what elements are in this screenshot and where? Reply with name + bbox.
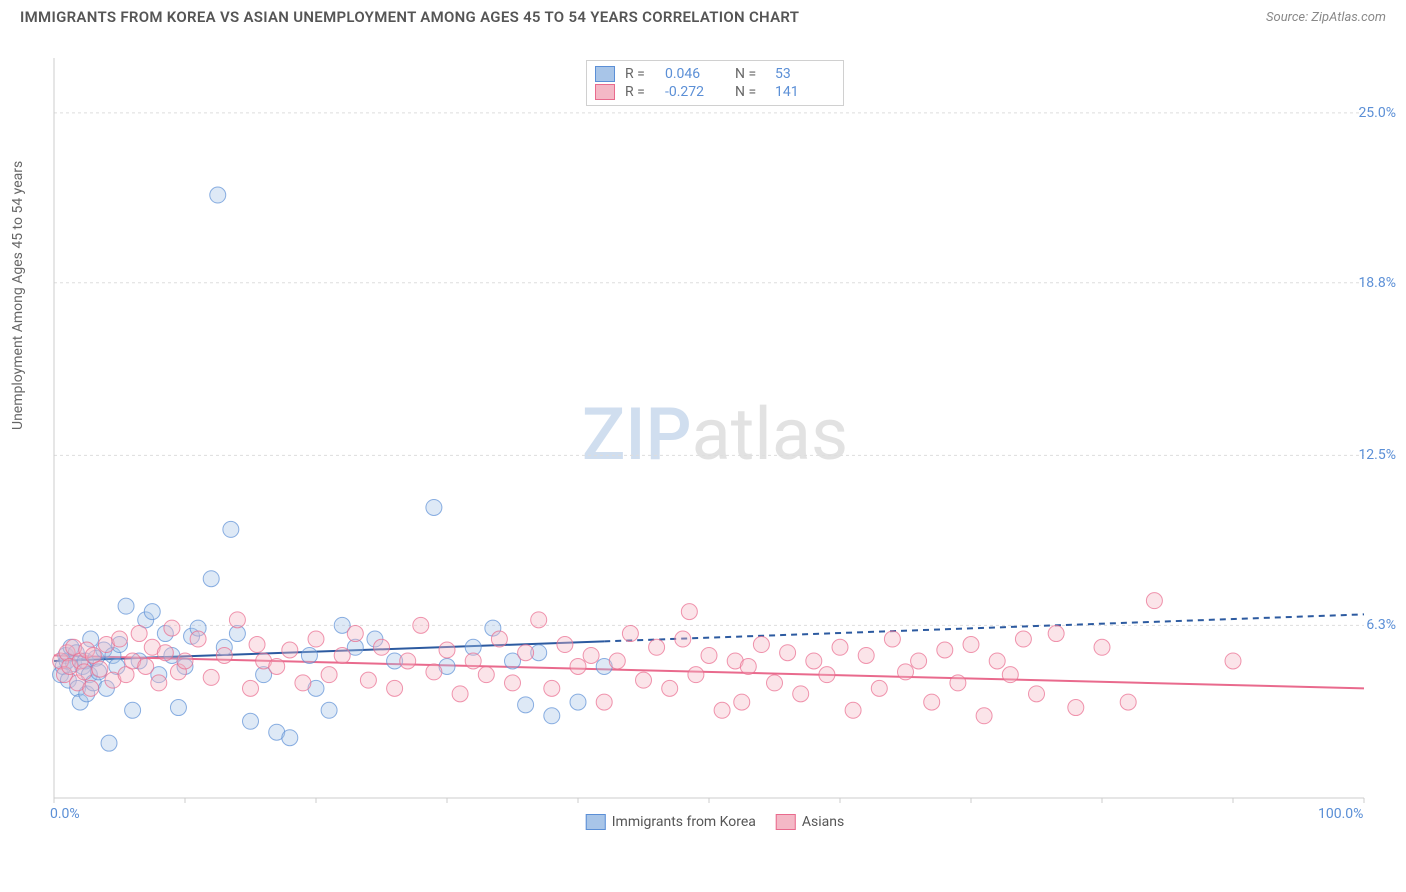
series-legend: Immigrants from Korea Asians: [586, 814, 845, 830]
n-label: N =: [735, 84, 765, 100]
legend-label: Asians: [802, 814, 844, 830]
n-value: 53: [775, 66, 835, 82]
chart-title: IMMIGRANTS FROM KOREA VS ASIAN UNEMPLOYM…: [20, 8, 799, 26]
source-attribution: Source: ZipAtlas.com: [1266, 10, 1386, 25]
legend-row-series-1: R = -0.272 N = 141: [595, 83, 835, 101]
n-value: 141: [775, 84, 835, 100]
chart-area: ZIPatlas R = 0.046 N = 53 R = -0.272 N =…: [50, 58, 1380, 828]
r-value: 0.046: [665, 66, 725, 82]
correlation-legend: R = 0.046 N = 53 R = -0.272 N = 141: [586, 60, 844, 106]
r-value: -0.272: [665, 84, 725, 100]
r-label: R =: [625, 66, 655, 82]
y-tick-label: 18.8%: [1358, 275, 1396, 291]
swatch-icon: [776, 814, 796, 830]
legend-item-1: Asians: [776, 814, 844, 830]
swatch-icon: [586, 814, 606, 830]
scatter-chart: [50, 58, 1380, 828]
x-tick-label: 100.0%: [1318, 806, 1363, 822]
y-tick-label: 12.5%: [1358, 447, 1396, 463]
x-tick-label: 0.0%: [50, 806, 80, 822]
y-tick-label: 25.0%: [1358, 105, 1396, 121]
legend-item-0: Immigrants from Korea: [586, 814, 756, 830]
swatch-icon: [595, 66, 615, 82]
y-axis-label: Unemployment Among Ages 45 to 54 years: [10, 161, 26, 430]
r-label: R =: [625, 84, 655, 100]
legend-row-series-0: R = 0.046 N = 53: [595, 65, 835, 83]
legend-label: Immigrants from Korea: [612, 814, 756, 830]
y-tick-label: 6.3%: [1366, 617, 1396, 633]
swatch-icon: [595, 84, 615, 100]
n-label: N =: [735, 66, 765, 82]
